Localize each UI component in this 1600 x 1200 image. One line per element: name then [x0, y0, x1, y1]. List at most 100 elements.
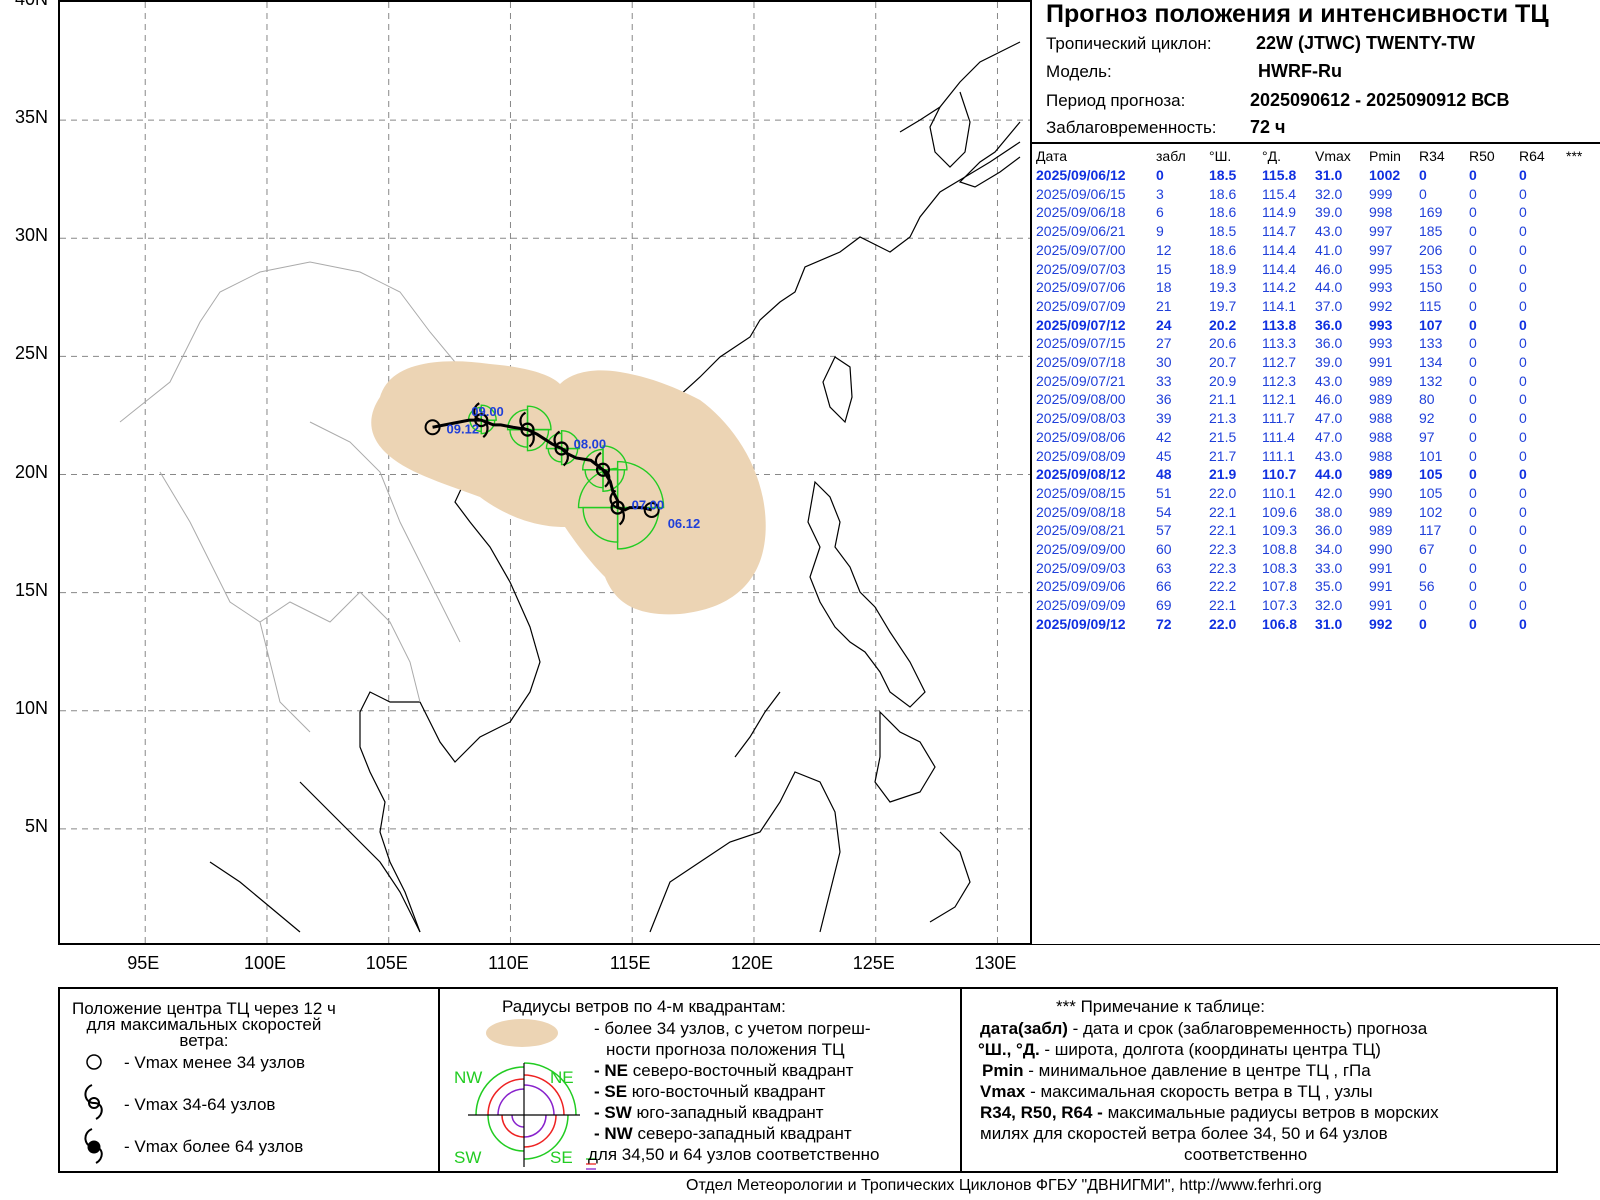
table-header: Дата забл °Ш. °Д. Vmax Pmin R34 R50 R64 ***	[1036, 146, 1596, 166]
table-cell: 2025/09/09/03	[1036, 559, 1126, 576]
table-cell: 0	[1469, 484, 1477, 501]
table-cell: 991	[1369, 597, 1393, 614]
uncertainty-swatch	[486, 1019, 558, 1047]
table-cell: 999	[1369, 185, 1393, 202]
table-cell: 0	[1519, 503, 1527, 520]
table-cell: 989	[1369, 466, 1393, 483]
table-row: 2025/09/08/12 48 21.9 110.7 44.0 989 105 0 0	[1036, 465, 1596, 484]
table-cell: 2025/09/07/18	[1036, 354, 1126, 371]
footer-credit: Отдел Метеорологии и Тропических Циклоно…	[686, 1177, 1322, 1194]
table-cell: 24	[1156, 316, 1172, 333]
table-row: 2025/09/07/06 18 19.3 114.2 44.0 993 150 0 0	[1036, 278, 1596, 297]
table-cell: 112.7	[1262, 354, 1296, 371]
table-cell: 115	[1419, 297, 1442, 314]
lat-tick-label: 10N	[14, 697, 48, 718]
r34-quadrant	[480, 404, 497, 421]
table-cell: 36.0	[1315, 316, 1343, 333]
table-cell: 107.8	[1262, 578, 1298, 595]
table-cell: 0	[1469, 391, 1477, 408]
table-row: 2025/09/09/06 66 22.2 107.8 35.0 991 56 0 0	[1036, 577, 1596, 596]
table-cell: 66	[1156, 578, 1172, 595]
table-cell: 44.0	[1315, 279, 1343, 296]
legend-quadrant-arc	[487, 1078, 525, 1116]
legend-divider-2	[960, 989, 962, 1171]
table-cell: 0	[1519, 185, 1527, 202]
legend-quadrant-arc	[523, 1114, 569, 1160]
table-cell: 111.4	[1262, 428, 1295, 445]
legend-quadrant-diagram: NW NE SW SE	[454, 1019, 596, 1170]
table-cell: 43.0	[1315, 223, 1343, 240]
uncertainty-area	[371, 361, 766, 615]
table-cell: 22.0	[1209, 484, 1237, 501]
table-row: 2025/09/06/18 6 18.6 114.9 39.0 998 169 0 0	[1036, 203, 1596, 222]
table-cell: 109.3	[1262, 522, 1298, 539]
lat-tick-label: 25N	[14, 343, 48, 364]
lat-tick-label: 35N	[14, 107, 48, 128]
table-cell: 0	[1519, 541, 1527, 558]
legend-line-text: юго-западный квадрант	[636, 1103, 824, 1122]
table-row: 2025/09/08/00 36 21.1 112.1 46.0 989 80 0 0	[1036, 390, 1596, 409]
column-header: R34	[1419, 148, 1445, 164]
cyclone-center-icon	[519, 411, 535, 448]
table-cell: 0	[1469, 335, 1477, 352]
table-cell: 2025/09/07/21	[1036, 372, 1126, 389]
table-cell: 0	[1519, 522, 1527, 539]
table-cell: 21.5	[1209, 428, 1237, 445]
table-cell: 46.0	[1315, 391, 1343, 408]
table-cell: 21	[1156, 297, 1172, 314]
table-cell: 0	[1519, 615, 1527, 632]
table-cell: 0	[1469, 522, 1477, 539]
lon-tick-label: 130E	[974, 953, 1017, 973]
model-value: HWRF-Ru	[1258, 61, 1342, 81]
table-cell: 0	[1469, 578, 1477, 595]
track-time-label: 07.00	[632, 498, 665, 513]
table-cell: 80	[1419, 391, 1435, 408]
r34-quadrant	[616, 460, 665, 509]
legend-quadrant-arc	[523, 1114, 547, 1138]
table-cell: 112.3	[1262, 372, 1296, 389]
table-cell: 0	[1419, 559, 1427, 576]
table-cell: 22.1	[1209, 597, 1237, 614]
table-cell: 106.8	[1262, 615, 1298, 632]
table-cell: 0	[1469, 541, 1477, 558]
table-cell: 110.1	[1262, 484, 1296, 501]
table-cell: 2025/09/07/09	[1036, 297, 1126, 314]
table-cell: 31.0	[1315, 167, 1343, 183]
table-cell: 46.0	[1315, 260, 1343, 277]
r34-quadrant	[582, 448, 604, 471]
table-cell: 0	[1469, 615, 1477, 632]
table-cell: 36.0	[1315, 522, 1343, 539]
table-cell: 115.8	[1262, 167, 1297, 183]
legend-quadrant-arc	[497, 1088, 525, 1116]
table-cell: 0	[1469, 466, 1477, 483]
table-cell: 993	[1369, 335, 1393, 352]
table-cell: 60	[1156, 541, 1172, 558]
legend-definition: максимальные радиусы ветров в морских	[1102, 1103, 1439, 1122]
table-cell: 0	[1519, 167, 1527, 183]
map-panel: 09.12 09.00 08.00 07.00 06.12	[58, 0, 1032, 945]
table-cell: 3	[1156, 185, 1164, 202]
cyclone-label: Тропический циклон:	[1046, 34, 1212, 53]
table-cell: 72	[1156, 615, 1172, 632]
column-header: забл	[1156, 148, 1186, 164]
legend-quadrant-arc	[523, 1114, 557, 1148]
table-row: 2025/09/06/15 3 18.6 115.4 32.0 999 0 0 0	[1036, 185, 1596, 204]
legend-quadrant-arc	[475, 1066, 525, 1116]
r34-quadrant	[560, 429, 581, 450]
track-time-label: 09.00	[471, 404, 504, 419]
table-cell: 67	[1419, 541, 1435, 558]
legend-quadrant-code: - SE	[594, 1082, 632, 1101]
column-header: ***	[1566, 148, 1583, 164]
table-cell: 113.3	[1262, 335, 1296, 352]
r34-quadrant	[506, 408, 529, 431]
table-cell: 988	[1369, 447, 1393, 464]
legend-item-moderate: - Vmax 34-64 узлов	[124, 1095, 276, 1114]
r34-quadrant	[545, 432, 563, 450]
legend-term: R34, R50, R64 -	[980, 1103, 1103, 1122]
table-cell: 0	[1156, 167, 1164, 183]
legend-col2-line: - NW северо-западный квадрант	[594, 1124, 852, 1144]
column-header: Vmax	[1315, 148, 1351, 164]
table-cell: 134	[1419, 354, 1443, 371]
table-cell: 56	[1419, 578, 1435, 595]
